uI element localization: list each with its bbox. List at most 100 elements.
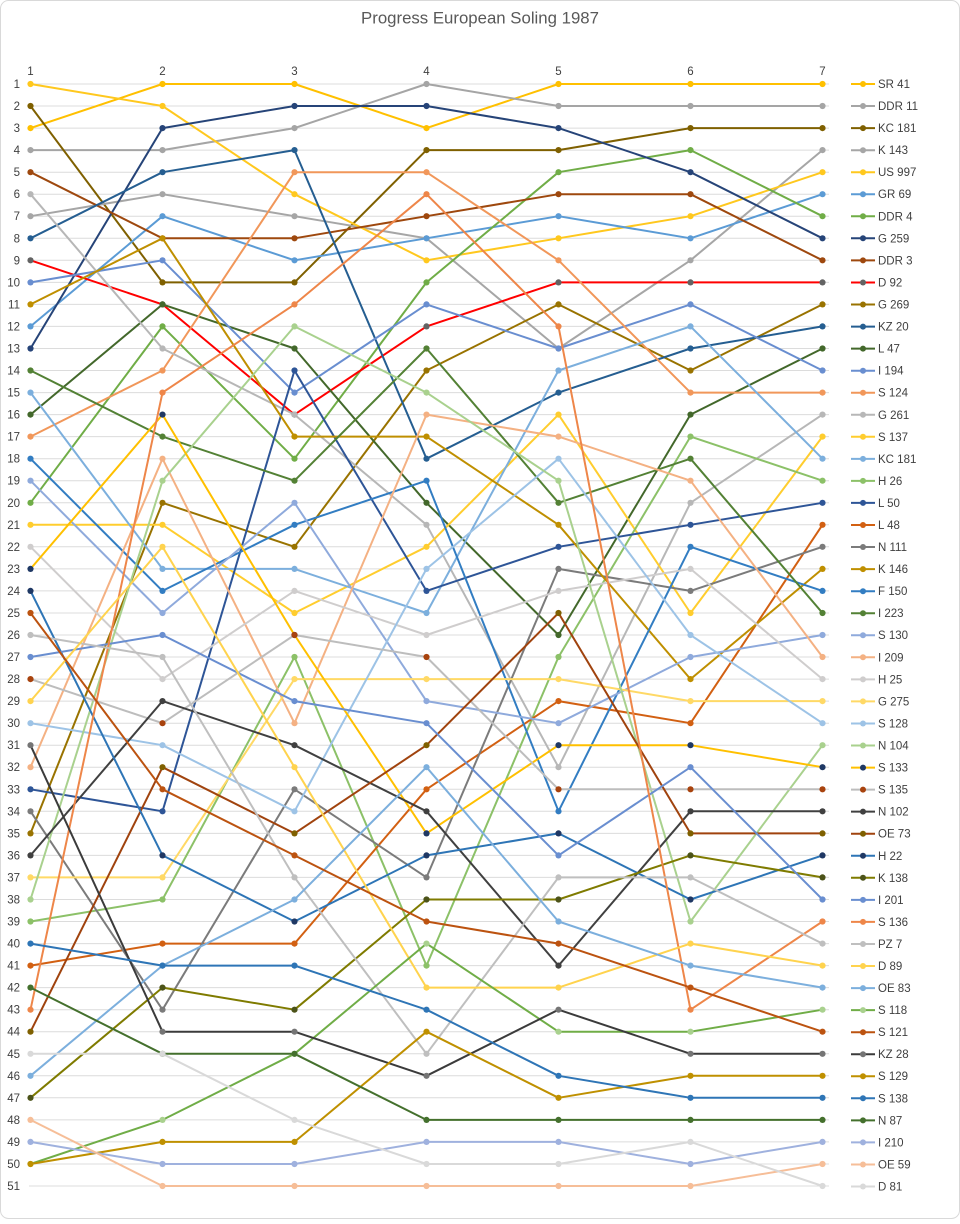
svg-text:DDR 4: DDR 4	[878, 211, 913, 223]
svg-text:K 138: K 138	[878, 873, 908, 885]
svg-text:KZ 28: KZ 28	[878, 1049, 909, 1061]
svg-text:I 210: I 210	[878, 1137, 904, 1149]
svg-text:D 81: D 81	[878, 1182, 902, 1194]
svg-text:37: 37	[7, 872, 20, 884]
svg-text:47: 47	[7, 1093, 20, 1105]
svg-text:L 50: L 50	[878, 498, 900, 510]
svg-text:27: 27	[7, 652, 20, 664]
svg-text:48: 48	[7, 1115, 20, 1127]
svg-text:4: 4	[14, 145, 21, 157]
svg-text:GR 69: GR 69	[878, 189, 911, 201]
svg-text:6: 6	[14, 189, 20, 201]
svg-text:38: 38	[7, 895, 20, 907]
svg-text:S 138: S 138	[878, 1093, 908, 1105]
svg-text:S 133: S 133	[878, 763, 908, 775]
svg-text:L 47: L 47	[878, 344, 900, 356]
svg-text:5: 5	[14, 167, 20, 179]
svg-text:S 130: S 130	[878, 630, 908, 642]
svg-text:K 146: K 146	[878, 564, 908, 576]
svg-text:I 194: I 194	[878, 366, 904, 378]
svg-text:SR 41: SR 41	[878, 79, 910, 91]
svg-text:51: 51	[7, 1181, 20, 1193]
svg-text:N 102: N 102	[878, 807, 909, 819]
svg-text:26: 26	[7, 630, 20, 642]
svg-text:S 124: S 124	[878, 388, 909, 400]
svg-text:OE 59: OE 59	[878, 1160, 911, 1172]
svg-text:11: 11	[8, 299, 20, 311]
svg-text:29: 29	[7, 696, 20, 708]
svg-text:H 22: H 22	[878, 851, 902, 863]
svg-text:G 261: G 261	[878, 410, 909, 422]
svg-text:KZ 20: KZ 20	[878, 322, 909, 334]
svg-text:G 259: G 259	[878, 233, 909, 245]
svg-text:7: 7	[819, 66, 825, 78]
svg-text:N 87: N 87	[878, 1115, 902, 1127]
svg-text:17: 17	[7, 432, 20, 444]
svg-text:D 92: D 92	[878, 278, 902, 290]
svg-text:18: 18	[7, 454, 20, 466]
svg-text:S 137: S 137	[878, 432, 908, 444]
svg-text:34: 34	[7, 806, 20, 818]
svg-text:25: 25	[7, 608, 20, 620]
svg-text:28: 28	[7, 674, 20, 686]
svg-text:35: 35	[7, 828, 20, 840]
svg-text:50: 50	[7, 1159, 20, 1171]
svg-text:21: 21	[7, 520, 20, 532]
svg-text:42: 42	[7, 983, 20, 995]
svg-text:46: 46	[7, 1071, 20, 1083]
svg-text:40: 40	[7, 939, 20, 951]
svg-text:30: 30	[7, 718, 20, 730]
svg-text:F 150: F 150	[878, 586, 907, 598]
svg-text:16: 16	[7, 410, 20, 422]
svg-text:1: 1	[27, 66, 33, 78]
svg-text:33: 33	[7, 784, 20, 796]
svg-text:1: 1	[14, 79, 20, 91]
svg-text:PZ 7: PZ 7	[878, 939, 902, 951]
svg-text:4: 4	[423, 66, 430, 78]
svg-text:7: 7	[14, 211, 20, 223]
svg-text:3: 3	[14, 123, 20, 135]
svg-text:44: 44	[7, 1027, 20, 1039]
svg-text:3: 3	[291, 66, 297, 78]
svg-text:2: 2	[159, 66, 165, 78]
svg-text:OE 73: OE 73	[878, 829, 911, 841]
svg-text:15: 15	[7, 388, 20, 400]
svg-text:41: 41	[7, 961, 20, 973]
svg-text:KC 181: KC 181	[878, 454, 916, 466]
svg-text:K 143: K 143	[878, 145, 908, 157]
svg-text:36: 36	[7, 850, 20, 862]
svg-text:39: 39	[7, 917, 20, 929]
svg-text:OE 83: OE 83	[878, 983, 911, 995]
svg-text:14: 14	[7, 366, 20, 378]
svg-text:23: 23	[7, 564, 20, 576]
svg-text:S 118: S 118	[878, 1005, 907, 1017]
svg-text:L 48: L 48	[878, 520, 900, 532]
svg-text:I 201: I 201	[878, 895, 904, 907]
svg-text:S 136: S 136	[878, 917, 908, 929]
svg-text:20: 20	[7, 498, 20, 510]
svg-text:32: 32	[7, 762, 20, 774]
svg-text:31: 31	[7, 740, 20, 752]
svg-text:KC 181: KC 181	[878, 123, 916, 135]
svg-text:8: 8	[14, 233, 20, 245]
svg-text:S 135: S 135	[878, 785, 908, 797]
svg-text:49: 49	[7, 1137, 20, 1149]
svg-text:12: 12	[7, 321, 20, 333]
svg-text:6: 6	[687, 66, 693, 78]
svg-text:45: 45	[7, 1049, 20, 1061]
svg-text:H 26: H 26	[878, 476, 902, 488]
svg-text:19: 19	[7, 476, 20, 488]
svg-text:N 111: N 111	[878, 542, 907, 554]
svg-text:24: 24	[7, 586, 20, 598]
svg-text:10: 10	[7, 277, 20, 289]
svg-text:N 104: N 104	[878, 741, 909, 753]
svg-text:G 269: G 269	[878, 300, 909, 312]
svg-text:I 209: I 209	[878, 652, 904, 664]
svg-text:S 128: S 128	[878, 719, 908, 731]
svg-text:D 89: D 89	[878, 961, 902, 973]
svg-text:22: 22	[7, 542, 20, 554]
svg-text:43: 43	[7, 1005, 20, 1017]
svg-text:DDR 11: DDR 11	[878, 101, 918, 113]
svg-text:S 129: S 129	[878, 1071, 908, 1083]
svg-text:H 25: H 25	[878, 674, 902, 686]
